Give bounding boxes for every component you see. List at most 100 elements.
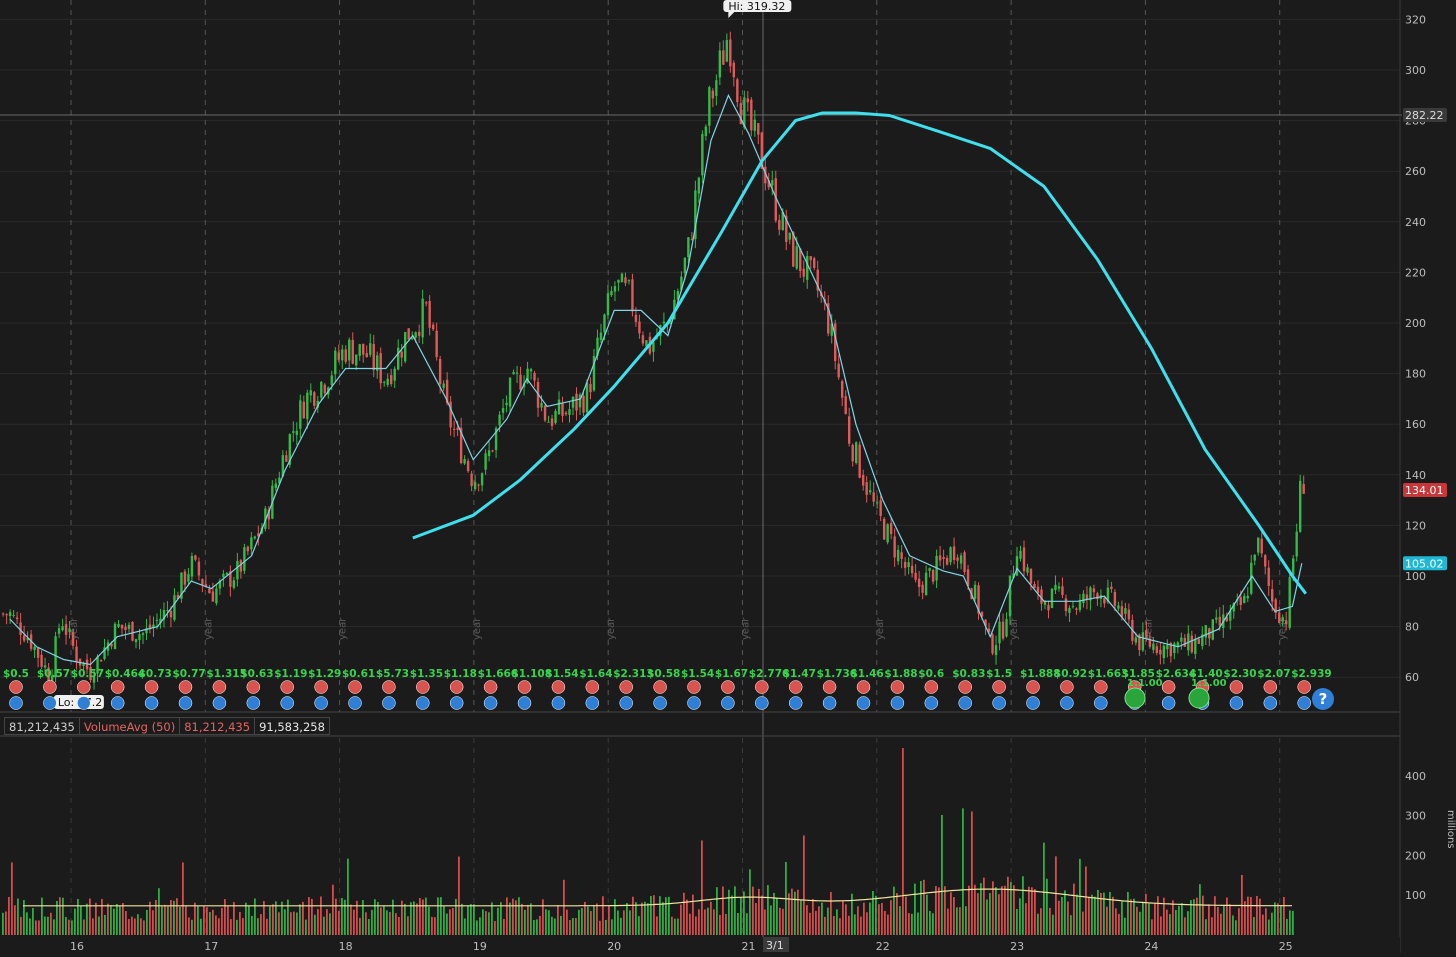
earnings-icon[interactable] <box>924 680 939 694</box>
dividend-label[interactable]: $1.5 <box>986 668 1012 680</box>
dividend-icon[interactable] <box>788 696 803 710</box>
dividend-icon[interactable] <box>619 696 633 710</box>
earnings-icon[interactable] <box>585 680 600 694</box>
dividend-label[interactable]: $1.29 <box>308 668 341 680</box>
volume-avg-label[interactable]: VolumeAvg (50) <box>79 717 181 735</box>
dividend-icon[interactable] <box>1094 696 1108 710</box>
dividend-icon[interactable] <box>43 696 57 710</box>
dividend-icon[interactable] <box>822 696 837 710</box>
dividend-label[interactable]: $0.92 <box>1054 668 1087 680</box>
dividend-icon[interactable] <box>1060 696 1074 710</box>
dividend-label[interactable]: $0.83 <box>952 668 985 680</box>
earnings-icon[interactable] <box>721 680 735 694</box>
dividend-label[interactable]: $0.77 <box>173 668 206 680</box>
earnings-icon[interactable] <box>958 680 972 694</box>
dividend-icon[interactable] <box>585 696 600 710</box>
earnings-icon[interactable] <box>788 680 803 694</box>
dividend-label[interactable]: $0.73 <box>139 668 172 680</box>
earnings-icon[interactable] <box>755 680 769 694</box>
earnings-icon[interactable] <box>1094 680 1108 694</box>
dividend-label[interactable]: $0.464 <box>105 668 146 680</box>
dividend-label[interactable]: $1.54 <box>681 668 714 680</box>
dividend-icon[interactable] <box>755 696 769 710</box>
dividend-icon[interactable] <box>653 696 667 710</box>
earnings-icon[interactable] <box>619 680 633 694</box>
earnings-icon[interactable] <box>77 680 91 694</box>
earnings-icon[interactable] <box>144 680 159 694</box>
dividend-icon[interactable] <box>1026 696 1040 710</box>
earnings-icon[interactable] <box>551 680 566 694</box>
earnings-icon[interactable] <box>1060 680 1074 694</box>
dividend-label[interactable]: $0.61 <box>342 668 375 680</box>
earnings-icon[interactable] <box>382 680 396 694</box>
dividend-icon[interactable] <box>1263 696 1278 710</box>
dividend-label[interactable]: $2.776 <box>749 668 790 680</box>
dividend-label[interactable]: $1.736 <box>817 668 858 680</box>
dividend-icon[interactable] <box>992 696 1006 710</box>
dividend-label[interactable]: $1.35 <box>410 668 443 680</box>
earnings-icon[interactable] <box>1297 680 1311 694</box>
dividend-label[interactable]: $2.30 <box>1223 668 1256 680</box>
earnings-icon[interactable] <box>653 680 667 694</box>
dividend-label[interactable]: $1.40 <box>1190 668 1223 680</box>
dividend-icon[interactable] <box>77 696 91 710</box>
earnings-icon[interactable] <box>1161 680 1176 694</box>
dividend-icon[interactable] <box>348 696 362 710</box>
dividend-icon[interactable] <box>483 696 498 710</box>
earnings-icon[interactable] <box>1263 680 1278 694</box>
earnings-icon[interactable] <box>517 680 532 694</box>
dividend-label[interactable]: $1.18 <box>444 668 477 680</box>
dividend-label[interactable]: $0.58 <box>647 668 680 680</box>
help-button[interactable]: ? <box>1312 688 1334 710</box>
dividend-icon[interactable] <box>449 696 464 710</box>
dividend-label[interactable]: $1.54 <box>545 668 578 680</box>
dividend-label[interactable]: $0.57 <box>71 668 104 680</box>
earnings-icon[interactable] <box>483 680 498 694</box>
dividend-label[interactable]: $1.47 <box>783 668 816 680</box>
dividend-icon[interactable] <box>314 696 328 710</box>
dividend-icon[interactable] <box>382 696 396 710</box>
dividend-icon[interactable] <box>924 696 939 710</box>
dividend-icon[interactable] <box>212 696 227 710</box>
earnings-icon[interactable] <box>687 680 701 694</box>
split-icon[interactable] <box>1124 687 1146 709</box>
dividend-icon[interactable] <box>178 696 193 710</box>
earnings-icon[interactable] <box>856 680 871 694</box>
dividend-label[interactable]: $0.5 <box>3 668 29 680</box>
dividend-label[interactable]: $1.19 <box>274 668 307 680</box>
earnings-icon[interactable] <box>110 680 125 694</box>
dividend-icon[interactable] <box>958 696 972 710</box>
earnings-icon[interactable] <box>822 680 837 694</box>
dividend-label[interactable]: $1.67 <box>715 668 748 680</box>
earnings-icon[interactable] <box>246 680 261 694</box>
earnings-icon[interactable] <box>280 680 294 694</box>
dividend-label[interactable]: $0.63 <box>240 668 273 680</box>
dividend-icon[interactable] <box>110 696 125 710</box>
dividend-label[interactable]: $1.85 <box>1122 668 1155 680</box>
dividend-icon[interactable] <box>517 696 532 710</box>
dividend-icon[interactable] <box>1229 696 1244 710</box>
earnings-icon[interactable] <box>43 680 57 694</box>
dividend-label[interactable]: $1.666 <box>478 668 519 680</box>
earnings-icon[interactable] <box>314 680 328 694</box>
earnings-icon[interactable] <box>416 680 430 694</box>
dividend-icon[interactable] <box>144 696 159 710</box>
earnings-icon[interactable] <box>449 680 464 694</box>
dividend-icon[interactable] <box>280 696 294 710</box>
dividend-label[interactable]: $1.108 <box>512 668 553 680</box>
dividend-icon[interactable] <box>856 696 871 710</box>
dividend-label[interactable]: $2.634 <box>1156 668 1197 680</box>
dividend-label[interactable]: $2.313 <box>613 668 654 680</box>
dividend-label[interactable]: $0.6 <box>918 668 944 680</box>
earnings-icon[interactable] <box>890 680 905 694</box>
dividend-icon[interactable] <box>1161 696 1176 710</box>
dividend-label[interactable]: $1.88 <box>884 668 917 680</box>
dividend-label[interactable]: $5.73 <box>376 668 409 680</box>
earnings-icon[interactable] <box>1229 680 1244 694</box>
dividend-label[interactable]: $2.07 <box>1257 668 1290 680</box>
dividend-icon[interactable] <box>416 696 430 710</box>
dividend-label[interactable]: $1.663 <box>1088 668 1129 680</box>
earnings-icon[interactable] <box>178 680 193 694</box>
